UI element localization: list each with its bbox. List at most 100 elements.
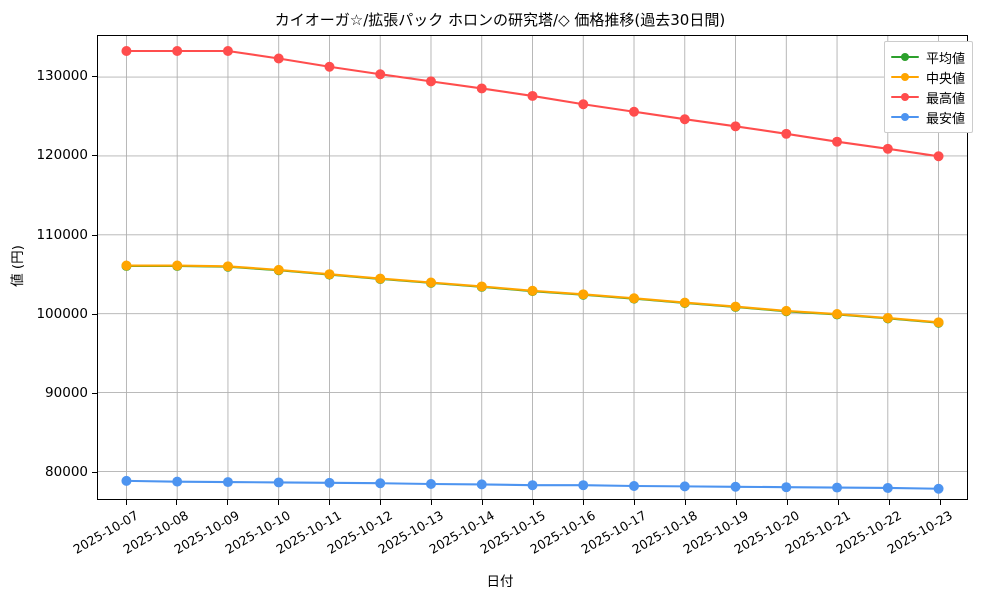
legend-label: 最高値 [926,91,966,107]
data-point [121,475,132,486]
data-point [832,309,843,320]
y-axis-tick-marks [0,35,97,500]
data-point [629,481,640,491]
x-axis-tick-mark [125,500,127,505]
data-point [172,46,183,56]
x-axis-tick-mark [583,500,585,505]
data-point [527,90,538,101]
data-point [425,277,436,288]
y-axis-tick-label: 130000 [36,68,88,85]
legend-label: 最安値 [926,111,966,127]
data-point [527,285,538,296]
legend-entry[interactable]: 平均値 [891,47,965,67]
y-axis-tick-labels: 80000 90000 100000 110000 120000 130000 [0,35,88,500]
data-point [425,76,436,87]
legend-marker-icon [891,111,919,123]
data-point [324,477,335,488]
legend-marker-icon [891,91,919,103]
data-point [781,305,792,316]
x-axis-tick-mark [888,500,890,505]
data-point [273,264,284,275]
data-point [578,480,589,491]
data-point [121,260,132,271]
x-axis-tick-mark [430,500,432,505]
x-axis-tick-mark [278,500,280,505]
data-point [679,297,690,308]
y-axis-tick-label: 90000 [45,385,88,402]
y-axis-tick-mark [92,313,97,315]
legend-marker-icon [891,71,919,83]
data-point [324,61,335,72]
chart-title: カイオーガ☆/拡張パック ホロンの研究塔/◇ 価格推移(過去30日間) [274,11,726,29]
data-point [222,46,233,56]
x-axis-tick-mark [736,500,737,505]
data-point [172,260,183,271]
series-line [125,49,940,158]
y-axis-tick-label: 120000 [36,147,88,164]
x-axis-tick-mark [685,500,687,505]
y-axis-tick-mark [92,155,97,157]
data-point [781,482,792,493]
data-point [375,478,386,489]
data-point [425,479,436,489]
data-point [172,476,183,487]
data-point [882,143,893,154]
data-point [578,289,589,300]
data-point [273,477,284,488]
legend-label: 平均値 [926,51,966,67]
data-point [121,46,132,56]
x-axis-tick-mark [227,500,229,505]
x-axis-tick-marks [97,500,968,506]
data-point [375,69,386,80]
data-point [476,83,487,94]
plot-area [97,35,968,500]
y-axis-tick-label: 110000 [36,226,88,243]
data-point [933,483,944,494]
legend-entry[interactable]: 最高値 [891,87,965,107]
y-axis-tick-mark [92,393,97,395]
data-point [882,313,893,323]
x-axis-tick-labels: 2025-10-07 2025-10-08 2025-10-09 2025-10-10… [70,506,968,566]
data-point [476,281,487,292]
data-point [933,317,944,328]
y-axis-tick-mark [92,234,97,236]
y-axis-tick-label: 100000 [36,305,88,322]
data-point [730,301,741,312]
data-point [375,273,386,284]
x-axis-label: 日付 [486,574,514,590]
data-point [222,261,233,272]
x-axis-tick-mark [939,500,941,505]
legend-label: 中央値 [926,71,966,87]
y-axis-label: 値 (円) [10,245,26,287]
data-point [730,121,741,132]
data-point [222,477,233,488]
data-point [882,482,893,493]
data-point [578,99,589,110]
x-axis-tick-mark [532,500,534,505]
data-point [476,479,487,490]
data-point [324,269,335,280]
data-series-layer [121,46,944,494]
data-point [832,136,843,147]
x-axis-tick-mark [379,500,381,505]
data-point [679,114,690,125]
data-point [781,128,792,139]
data-point [273,53,284,64]
x-axis-tick-mark [837,500,839,505]
x-axis-tick-mark [481,500,483,505]
x-axis-tick-mark [786,500,788,505]
y-axis-tick-mark [92,472,97,474]
x-axis-tick-mark [634,500,636,505]
data-point [730,481,741,492]
data-point [629,106,640,117]
x-axis-tick-mark [176,500,178,505]
data-point [629,293,640,304]
x-axis-tick-mark [329,500,330,505]
legend-entry[interactable]: 中央値 [891,67,965,87]
y-axis-tick-label: 80000 [45,464,88,481]
data-point [933,151,944,162]
legend-entry[interactable]: 最安値 [891,107,965,127]
data-point [679,481,690,492]
data-point [527,480,538,491]
